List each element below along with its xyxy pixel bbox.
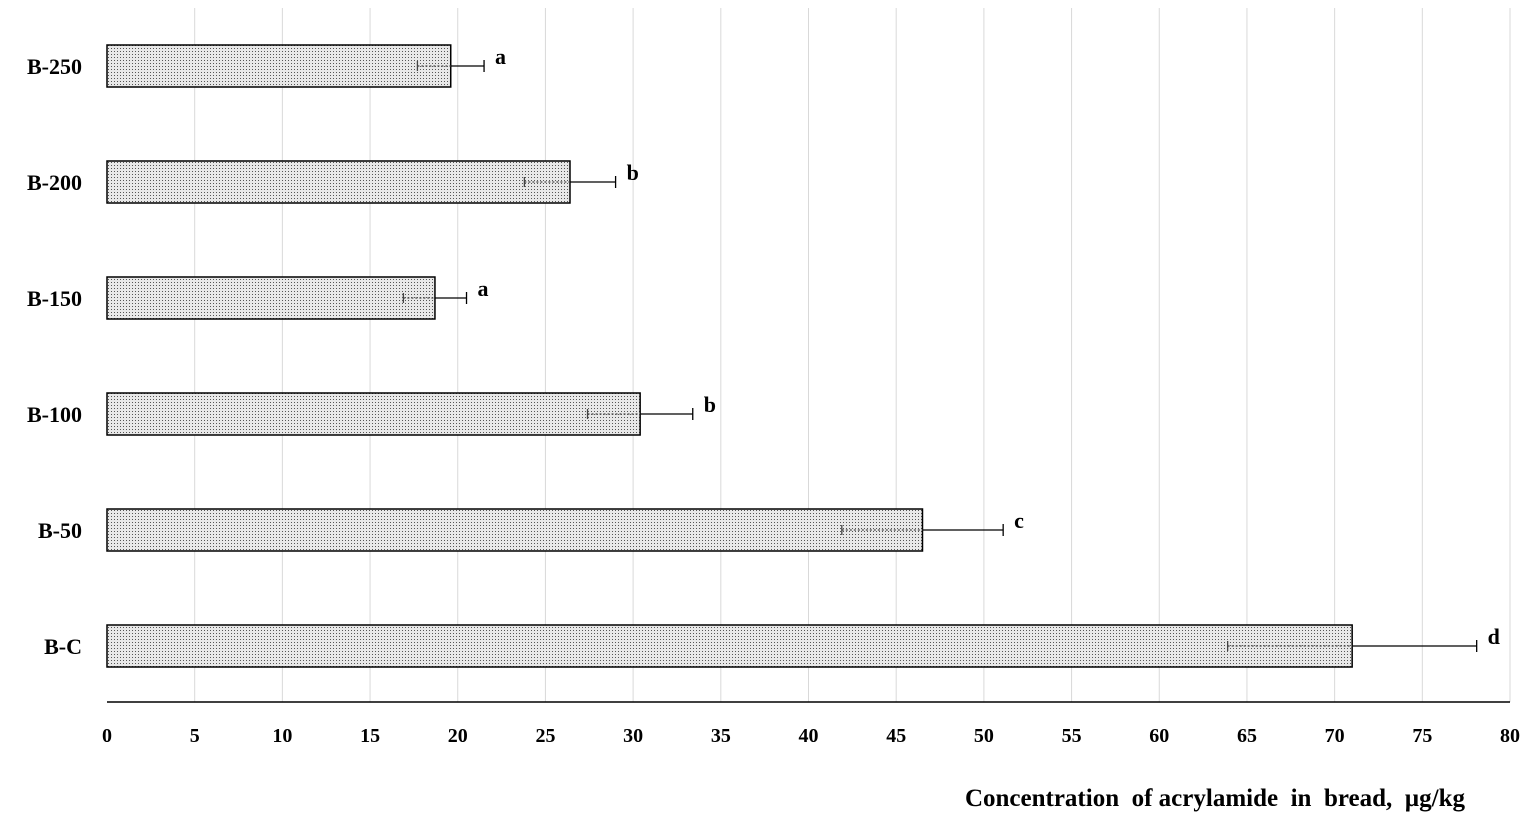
x-tick-label: 80 <box>1500 725 1520 747</box>
significance-label: a <box>478 276 489 301</box>
category-labels: B-250 B-200 B-150 B-100 B-50 B-C <box>27 54 82 659</box>
bar <box>106 160 571 204</box>
bar <box>106 624 1353 668</box>
significance-label: d <box>1488 624 1500 649</box>
significance-label: b <box>704 392 716 417</box>
x-tick-label: 65 <box>1237 725 1257 747</box>
bar <box>106 44 452 88</box>
x-tick-label: 30 <box>623 725 643 747</box>
bar <box>106 276 436 320</box>
x-tick-label: 45 <box>886 725 906 747</box>
bar <box>106 392 641 436</box>
x-tick-label: 50 <box>974 725 994 747</box>
category-label: B-50 <box>38 518 82 543</box>
x-tick-labels: 0 5 10 15 20 25 30 35 40 45 50 55 60 65 70 75 80 <box>102 725 1520 747</box>
error-bars <box>402 60 1478 652</box>
x-tick-label: 5 <box>190 725 200 747</box>
bars <box>106 44 1353 668</box>
gridlines <box>194 8 1511 702</box>
x-tick-label: 15 <box>360 725 380 747</box>
category-label: B-250 <box>27 54 82 79</box>
significance-label: a <box>495 44 506 69</box>
category-label: B-100 <box>27 402 82 427</box>
x-tick-label: 20 <box>448 725 468 747</box>
x-tick-label: 35 <box>711 725 731 747</box>
x-tick-label: 0 <box>102 725 112 747</box>
x-tick-label: 10 <box>272 725 292 747</box>
significance-label: b <box>627 160 639 185</box>
bar <box>106 508 924 552</box>
significance-labels: a b a b c d <box>478 44 1500 649</box>
x-tick-label: 55 <box>1062 725 1082 747</box>
x-tick-label: 40 <box>799 725 819 747</box>
x-axis-title: Concentration of acrylamide in bread, µg… <box>965 785 1466 812</box>
category-label: B-200 <box>27 170 82 195</box>
x-tick-label: 25 <box>535 725 555 747</box>
category-label: B-C <box>44 634 82 659</box>
category-label: B-150 <box>27 286 82 311</box>
x-tick-label: 60 <box>1149 725 1169 747</box>
x-tick-label: 70 <box>1325 725 1345 747</box>
x-tick-label: 75 <box>1412 725 1432 747</box>
significance-label: c <box>1014 508 1024 533</box>
